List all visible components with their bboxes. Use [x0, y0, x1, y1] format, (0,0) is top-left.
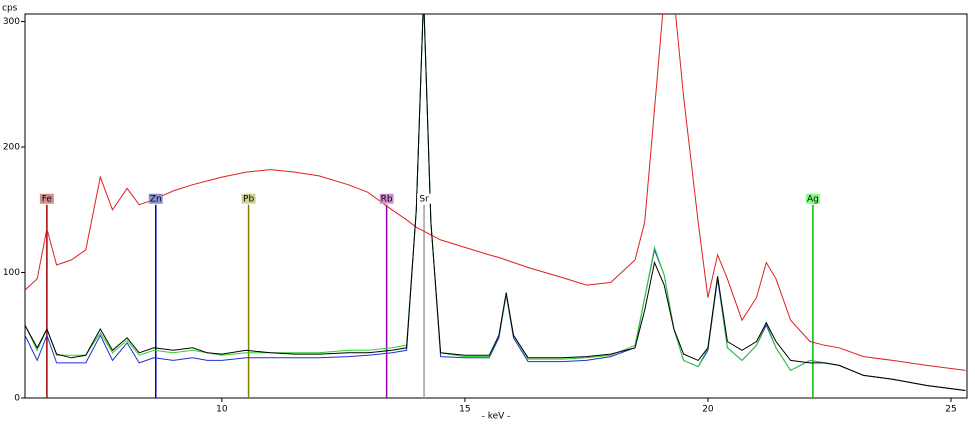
element-label: Fe [42, 195, 53, 205]
y-tick-label: 0 [14, 394, 20, 404]
element-tag [39, 193, 54, 204]
spectrum-line [25, 14, 966, 391]
element-tag [417, 193, 432, 204]
plot-area [25, 14, 966, 398]
x-axis-label: - keV - [482, 412, 511, 422]
x-tick-label: 15 [459, 405, 470, 415]
element-label: Sr [419, 195, 429, 205]
element-label: Pb [243, 195, 254, 205]
y-tick-label: 100 [3, 268, 20, 278]
y-tick-label: 200 [3, 143, 20, 153]
element-label: Zn [150, 195, 162, 205]
element-tag [379, 193, 394, 204]
spectrum-line [25, 14, 966, 371]
x-tick-label: 10 [216, 405, 228, 415]
y-axis-label: cps [2, 4, 18, 14]
x-tick-label: 25 [945, 405, 956, 415]
spectrum-line [25, 14, 966, 391]
element-label: Ag [807, 195, 819, 205]
x-tick-label: 20 [702, 405, 714, 415]
element-tag [148, 193, 163, 204]
plot-frame [24, 13, 968, 399]
element-label: Rb [381, 195, 393, 205]
element-tag [805, 193, 820, 204]
element-tag [241, 193, 256, 204]
y-tick-label: 300 [3, 17, 20, 27]
spectrum-line [25, 14, 966, 391]
